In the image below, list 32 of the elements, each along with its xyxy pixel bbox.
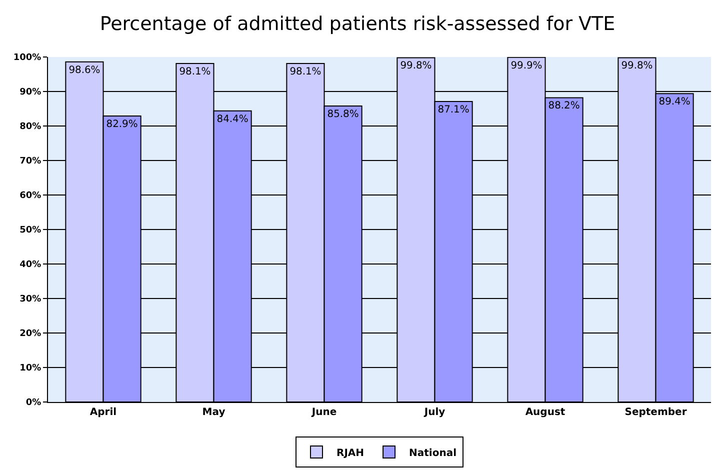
data-label: 98.1% [179, 66, 211, 78]
data-label: 84.4% [216, 114, 248, 125]
y-tick-label: 20% [20, 329, 42, 340]
data-label: 99.8% [621, 60, 653, 72]
y-tick-label: 10% [20, 364, 42, 374]
y-tick-label: 60% [20, 191, 42, 202]
data-label: 85.8% [327, 108, 359, 120]
x-tick-label: September [624, 407, 687, 418]
y-tick-label: 30% [20, 294, 42, 305]
x-tick-label: July [423, 407, 446, 418]
data-label: 89.4% [658, 96, 690, 108]
y-tick-label: 40% [20, 260, 42, 270]
data-label: 98.1% [290, 66, 322, 78]
x-tick-label: August [525, 407, 566, 418]
data-label: 88.2% [548, 100, 580, 112]
legend-label: National [409, 448, 457, 459]
y-tick-label: 50% [20, 226, 42, 236]
data-label: 82.9% [106, 118, 138, 130]
data-label: 98.6% [68, 64, 100, 76]
y-tick-label: 0% [26, 398, 42, 408]
y-tick-label: 70% [20, 156, 42, 167]
data-label: 99.8% [400, 60, 432, 72]
data-label: 99.9% [510, 60, 542, 72]
x-tick-label: June [310, 407, 337, 418]
chart-title: Percentage of admitted patients risk-assessed for VTE [100, 12, 616, 35]
data-label: 87.1% [438, 104, 470, 116]
x-tick-label: May [202, 407, 226, 418]
y-tick-label: 90% [20, 88, 42, 98]
legend-label: RJAH [336, 448, 364, 459]
x-tick-label: April [90, 407, 117, 418]
y-tick-label: 100% [13, 53, 42, 64]
y-tick-label: 80% [20, 122, 42, 132]
